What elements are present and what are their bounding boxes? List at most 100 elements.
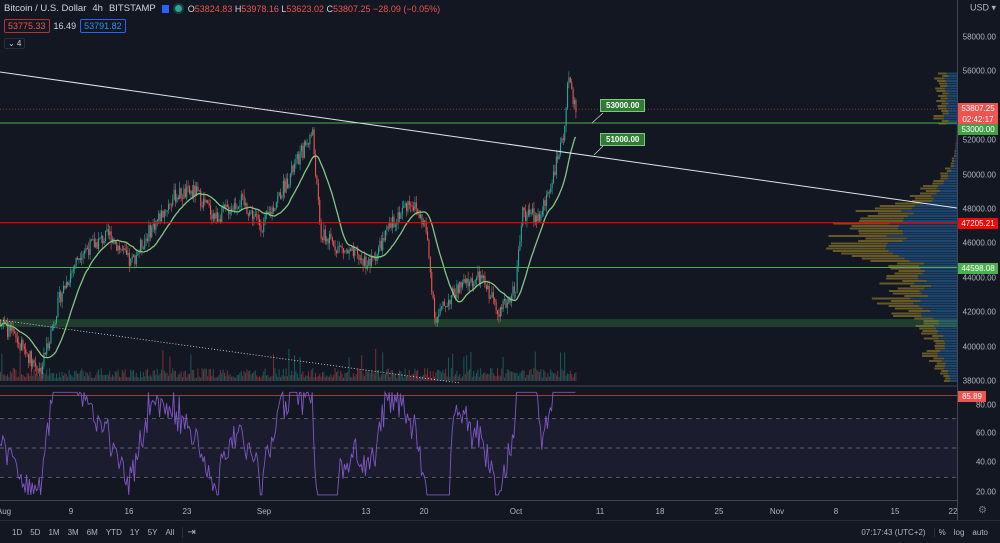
volume-profile-bar xyxy=(858,230,903,232)
volume-bar xyxy=(39,375,41,381)
volume-bar xyxy=(571,374,573,381)
volume-bar xyxy=(368,370,370,381)
volume-bar xyxy=(371,370,372,381)
clock[interactable]: 07:17:43 (UTC+2) xyxy=(861,527,926,537)
log-toggle[interactable]: log xyxy=(953,527,965,537)
candle-body xyxy=(92,239,94,241)
candle-body xyxy=(515,291,517,293)
volume-bar xyxy=(508,369,510,381)
support-zone xyxy=(0,319,957,328)
candle-body xyxy=(152,223,154,227)
candle-body xyxy=(375,257,377,261)
volume-bar xyxy=(317,375,319,381)
candle-body xyxy=(37,370,39,372)
volume-bar xyxy=(506,369,508,381)
volume-profile-bar xyxy=(936,362,946,365)
range-all[interactable]: All xyxy=(165,527,175,537)
buy-button[interactable]: 53791.82 xyxy=(80,19,126,33)
volume-profile-bar xyxy=(946,105,957,107)
range-1y[interactable]: 1Y xyxy=(129,527,140,537)
range-1d[interactable]: 1D xyxy=(12,527,23,537)
sell-button[interactable]: 53775.33 xyxy=(4,19,50,33)
label-connector xyxy=(591,112,604,124)
candle-body xyxy=(487,285,489,290)
goto-date-icon[interactable]: ⇥ xyxy=(182,526,199,538)
price-label: 52000.00 xyxy=(962,135,996,145)
price-axis[interactable]: USD ▾ 58000.00 56000.00 52000.00 50000.0… xyxy=(957,0,1000,520)
candle-body xyxy=(333,241,335,247)
volume-profile-bar xyxy=(942,75,949,77)
volume-bar xyxy=(193,369,195,381)
volume-profile-bar xyxy=(948,110,957,112)
volume-bar xyxy=(313,377,315,381)
candle-body xyxy=(303,141,305,159)
candle-body xyxy=(449,300,451,305)
volume-bar xyxy=(240,370,242,381)
volume-bar xyxy=(334,368,336,381)
volume-profile-bar xyxy=(888,265,920,267)
percent-toggle[interactable]: % xyxy=(933,527,950,537)
volume-bar xyxy=(79,370,81,381)
volume-bar xyxy=(362,374,364,381)
volume-bar xyxy=(158,375,160,381)
candle-body xyxy=(301,145,303,152)
price-label-annotation[interactable]: 51000.00 xyxy=(600,133,646,146)
volume-profile-bar xyxy=(940,97,949,100)
settings-icon[interactable]: ⚙ xyxy=(978,505,987,516)
volume-bar xyxy=(338,376,340,381)
volume-bar xyxy=(281,375,283,381)
auto-toggle[interactable]: auto xyxy=(972,527,988,537)
symbol-title[interactable]: Bitcoin / U.S. Dollar xyxy=(4,3,87,14)
volume-bar xyxy=(177,374,179,381)
candle-body xyxy=(257,214,259,219)
range-5d[interactable]: 5D xyxy=(30,527,41,537)
volume-bar xyxy=(4,374,6,381)
volume-bar xyxy=(315,372,316,381)
volume-profile-bar xyxy=(947,172,957,175)
price-label: 50000.00 xyxy=(962,170,996,180)
candle-body xyxy=(337,246,339,254)
volume-profile-bar xyxy=(922,307,957,310)
price-label-annotation[interactable]: 53000.00 xyxy=(600,99,646,112)
volume-profile-bar xyxy=(894,272,923,275)
candle-body xyxy=(151,226,153,238)
range-6m[interactable]: 6M xyxy=(86,527,98,537)
candle-body xyxy=(518,250,520,266)
range-1m[interactable]: 1M xyxy=(48,527,60,537)
chart-canvas[interactable] xyxy=(0,0,957,500)
volume-profile-bar xyxy=(941,370,949,372)
volume-bar xyxy=(516,372,518,381)
volume-bar xyxy=(105,374,106,381)
volume-bar xyxy=(527,374,529,381)
volume-bar xyxy=(435,372,437,381)
range-ytd[interactable]: YTD xyxy=(105,527,122,537)
volume-profile-bar xyxy=(859,232,904,235)
volume-bar xyxy=(414,368,416,381)
currency-select[interactable]: USD ▾ xyxy=(969,2,996,13)
volume-profile-bar xyxy=(914,205,957,207)
range-3m[interactable]: 3M xyxy=(67,527,79,537)
volume-bar xyxy=(464,374,466,381)
candle-body xyxy=(322,238,324,240)
indicators-toggle[interactable]: ⌄ 4 xyxy=(4,38,26,49)
range-5y[interactable]: 5Y xyxy=(147,527,158,537)
candle-body xyxy=(145,238,147,241)
volume-profile-bar xyxy=(956,142,957,145)
candle-body xyxy=(420,214,422,218)
volume-bar xyxy=(22,374,24,381)
volume-bar xyxy=(499,376,501,381)
candle-body xyxy=(282,180,284,196)
candle-body xyxy=(446,305,448,307)
time-axis[interactable]: Aug 9 16 23 Sep 13 20 Oct 11 18 25 Nov 8 15 22 xyxy=(0,500,957,520)
candle-body xyxy=(539,213,541,221)
volume-bar xyxy=(204,368,206,381)
volume-profile-bar xyxy=(950,167,957,170)
candle-body xyxy=(256,214,258,215)
volume-bar xyxy=(467,371,469,381)
flag-icon[interactable] xyxy=(161,4,169,13)
candle-body xyxy=(378,247,380,255)
interval[interactable]: 4h xyxy=(92,3,103,14)
volume-bar xyxy=(142,372,144,381)
volume-profile-bar xyxy=(954,150,956,152)
volume-profile-bar xyxy=(919,265,957,267)
